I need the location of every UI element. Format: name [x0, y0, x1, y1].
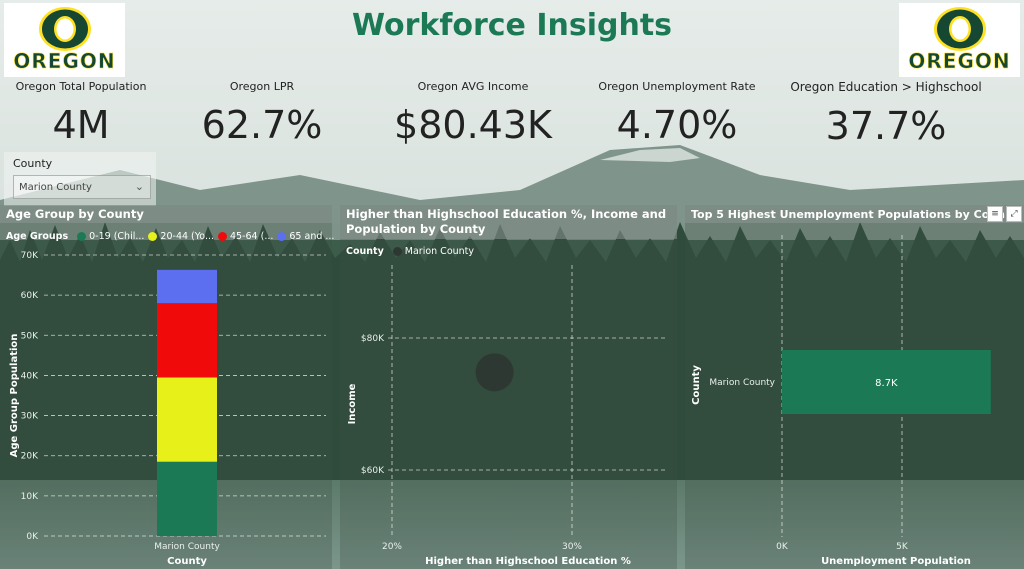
oregon-logo-right: OREGON — [899, 3, 1020, 77]
bar-segment[interactable] — [157, 377, 217, 462]
oregon-logo-left: OREGON — [4, 3, 125, 77]
education-income-scatter-chart: 20% 30% $60K $80K Higher than Highschool Ed… — [347, 265, 666, 567]
kpi-value: $80.43K — [394, 103, 552, 147]
legend-item[interactable]: 0-19 (Chil... — [73, 231, 144, 242]
x-tick-label: 0K — [776, 542, 789, 552]
y-tick-label: 40K — [21, 371, 39, 381]
kpi-label: Oregon Total Population — [15, 80, 147, 93]
y-tick-label: 0K — [26, 532, 39, 542]
filter-icon[interactable]: ≡ — [987, 206, 1003, 222]
legend-item[interactable]: 65 and ... — [273, 231, 334, 242]
legend-dot — [218, 232, 227, 241]
data-label: 8.7K — [875, 378, 898, 389]
kpi-label: Oregon Education > Highschool — [790, 80, 982, 94]
oregon-o-icon — [933, 7, 986, 51]
county-slicer: County Marion County ⌄ — [4, 152, 156, 206]
x-tick-label: 5K — [896, 542, 909, 552]
kpi-value: 4.70% — [616, 103, 738, 147]
chart-legend: County Marion County — [346, 246, 474, 257]
y-axis-title: Income — [347, 383, 358, 424]
kpi-education[interactable]: Oregon Education > Highschool 37.7% — [786, 80, 986, 148]
panel-header — [685, 205, 1024, 223]
legend-dot — [148, 232, 158, 241]
bar-segment[interactable] — [157, 269, 217, 304]
legend-label: 0-19 (Chil... — [89, 231, 145, 242]
unemployment-bar-panel[interactable]: Top 5 Highest Unemployment Populations b… — [685, 205, 1024, 569]
y-tick-label: $80K — [361, 334, 385, 344]
oregon-logo-text: OREGON — [908, 49, 1011, 73]
y-tick-label: 70K — [21, 251, 39, 261]
legend-dot — [277, 232, 287, 241]
bar-segment[interactable] — [157, 461, 217, 536]
x-axis-title: Unemployment Population — [821, 556, 971, 567]
y-tick-label: 30K — [21, 412, 39, 422]
kpi-value: 62.7% — [201, 103, 323, 147]
age-group-stacked-bar-chart: 0K 10K 20K 30K 40K 50K 60K 70K Marion County Co… — [9, 251, 326, 567]
education-income-scatter-panel[interactable]: Higher than Highschool Education %, Inco… — [340, 205, 677, 569]
kpi-label: Oregon Unemployment Rate — [598, 80, 756, 93]
oregon-o-icon — [38, 7, 91, 51]
kpi-total-population[interactable]: Oregon Total Population 4M — [10, 80, 152, 147]
chart-title-line: Population by County — [346, 222, 486, 236]
legend-dot — [77, 232, 87, 241]
x-tick-label: 20% — [382, 542, 402, 552]
y-axis-title: Age Group Population — [9, 334, 20, 458]
y-tick-label: 20K — [21, 452, 39, 462]
age-group-chart-panel[interactable]: Age Group by County Age Groups 0-19 (Chi… — [0, 205, 334, 569]
kpi-label: Oregon AVG Income — [417, 80, 529, 93]
oregon-logo-text: OREGON — [13, 49, 116, 73]
legend-label: 20-44 (Yo... — [160, 231, 214, 242]
panel-header — [0, 205, 332, 223]
kpi-label: Oregon LPR — [229, 80, 295, 93]
page-title: Workforce Insights — [351, 8, 673, 43]
unemployment-horizontal-bar-chart: 0K 5K 8.7K Marion County Unemployment Popu… — [691, 235, 991, 567]
y-axis-title: County — [691, 365, 702, 405]
chart-title: Higher than Highschool Education %, Inco… — [346, 207, 666, 237]
county-select[interactable]: Marion County ⌄ — [13, 175, 151, 199]
chart-title-line: Higher than Highschool Education %, Inco… — [346, 207, 667, 221]
y-tick-label: 50K — [21, 331, 39, 341]
legend-title: Age Groups — [6, 231, 69, 242]
y-tick-label: 60K — [21, 291, 39, 301]
slicer-label: County — [13, 157, 53, 170]
county-select-value: Marion County — [19, 182, 92, 193]
legend-item[interactable]: 45-64 (... — [214, 231, 273, 242]
bar-segment[interactable] — [157, 303, 217, 378]
y-tick-label: $60K — [361, 466, 385, 476]
focus-mode-icon[interactable]: ⤢ — [1006, 206, 1022, 222]
chevron-down-icon[interactable]: ⌄ — [134, 180, 144, 193]
chart-legend: Age Groups 0-19 (Chil... 20-44 (Yo... 45… — [6, 231, 334, 242]
legend-item[interactable]: Marion County — [389, 246, 474, 257]
legend-dot — [392, 247, 402, 256]
legend-label: 45-64 (... — [230, 231, 274, 242]
kpi-avg-income[interactable]: Oregon AVG Income $80.43K — [380, 80, 566, 147]
legend-item[interactable]: 20-44 (Yo... — [144, 231, 214, 242]
x-tick-label: 30% — [562, 542, 582, 552]
legend-label: 65 and ... — [289, 231, 335, 242]
x-axis-title: County — [167, 556, 207, 567]
bar[interactable] — [782, 350, 991, 414]
kpi-value: 37.7% — [825, 104, 947, 148]
legend-title: County — [346, 246, 384, 257]
kpi-value: 4M — [52, 103, 110, 147]
y-tick-label: Marion County — [709, 378, 775, 388]
x-tick-label: Marion County — [154, 542, 220, 552]
x-axis-title: Higher than Highschool Education % — [425, 556, 631, 567]
scatter-point[interactable] — [475, 353, 514, 392]
kpi-unemployment-rate[interactable]: Oregon Unemployment Rate 4.70% — [596, 80, 758, 147]
panel-header — [340, 205, 677, 239]
visual-header-icons: ≡ ⤢ — [987, 206, 1022, 222]
chart-title: Age Group by County — [6, 207, 144, 221]
kpi-lpr[interactable]: Oregon LPR 62.7% — [182, 80, 342, 147]
chart-title: Top 5 Highest Unemployment Populations b… — [691, 208, 1005, 221]
legend-label: Marion County — [404, 246, 475, 257]
y-tick-label: 10K — [21, 492, 39, 502]
